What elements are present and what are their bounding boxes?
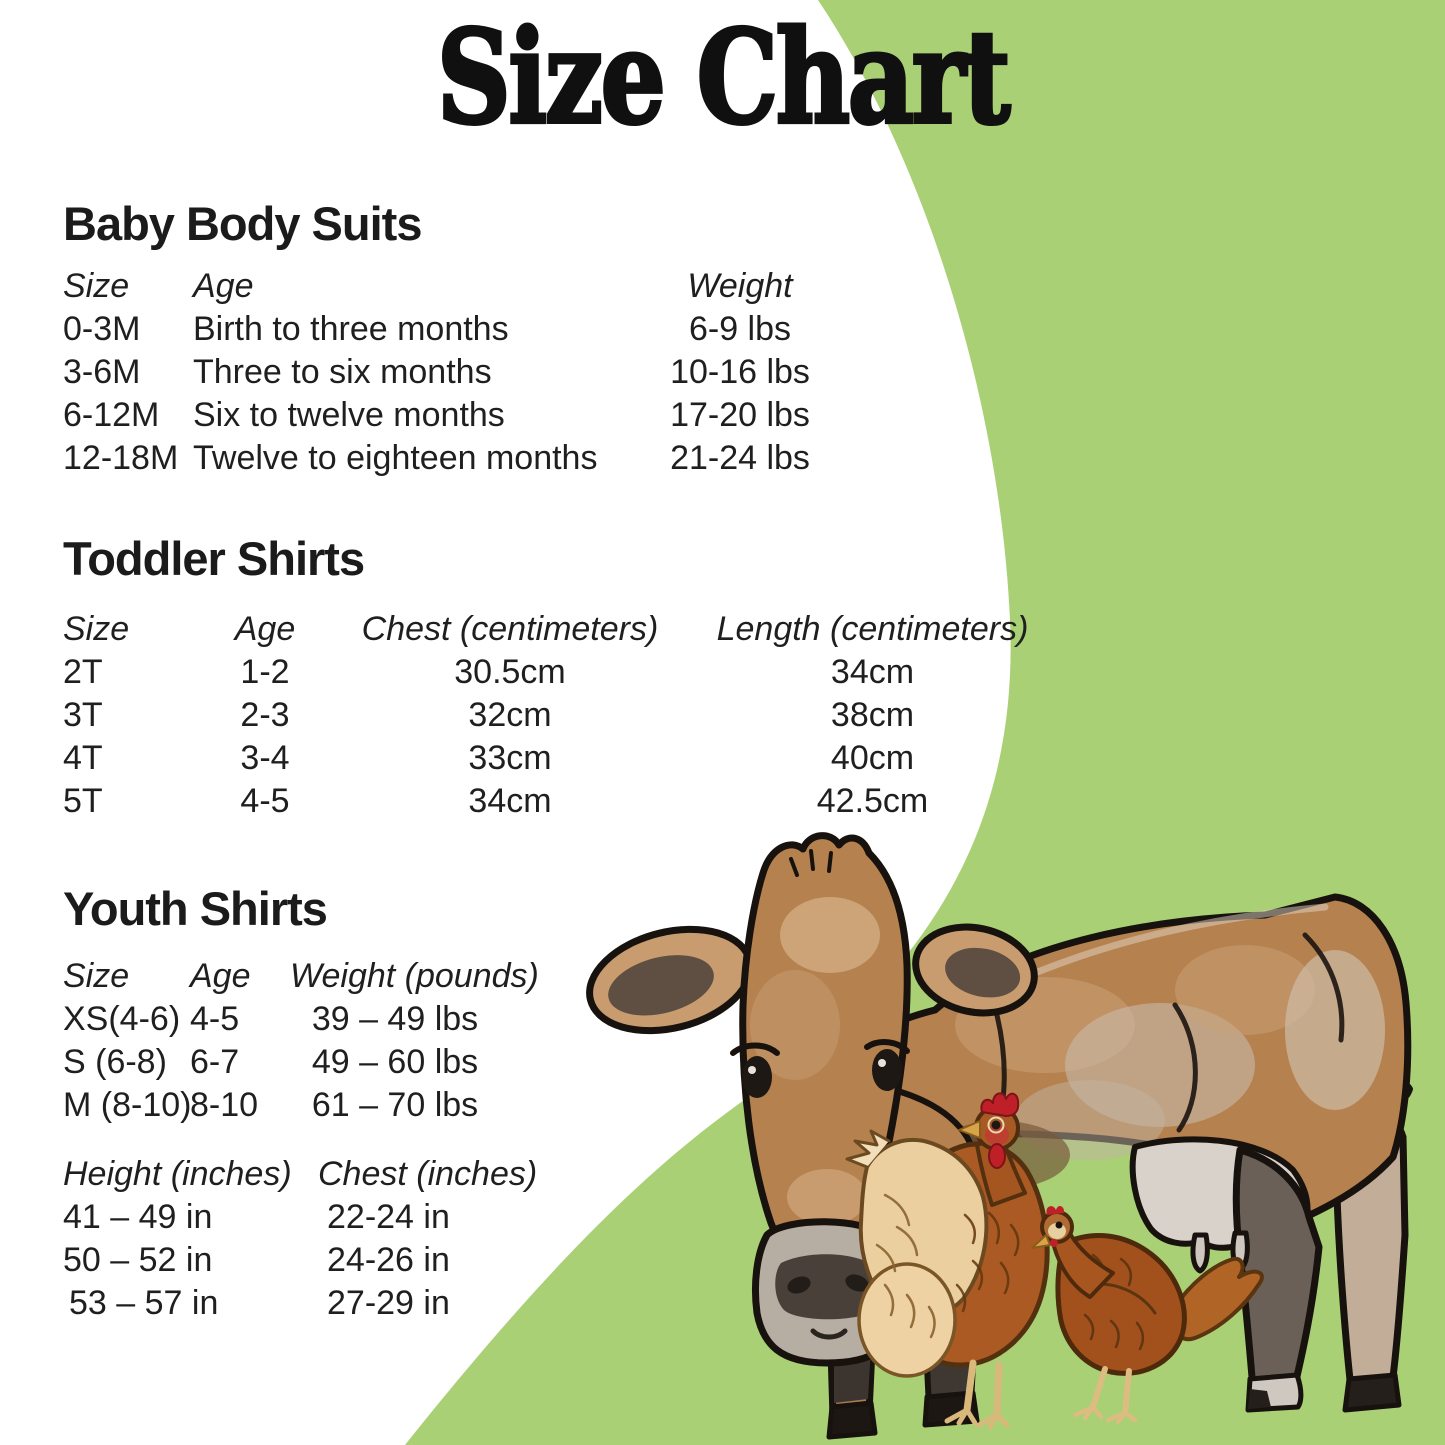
youth-size-table: Size Age Weight (pounds) XS(4-6) 4-5 39 … xyxy=(63,955,539,1127)
table-cell: 4-5 xyxy=(240,782,290,820)
table-cell: 1-2 xyxy=(240,653,290,691)
hen-large-legs xyxy=(963,1359,1003,1419)
hen-large-wattle xyxy=(988,1143,1006,1169)
table-cell: 2T xyxy=(63,653,103,691)
hen-pecking-eye xyxy=(1055,1221,1063,1229)
table-cell: 21-24 lbs xyxy=(670,439,810,477)
table-cell: 22-24 in xyxy=(327,1198,450,1236)
baby-section-heading: Baby Body Suits xyxy=(63,197,422,250)
table-cell: Twelve to eighteen months xyxy=(193,439,598,477)
table-cell: 12-18M xyxy=(63,439,179,477)
table-cell: 6-7 xyxy=(190,1043,240,1081)
toddler-section-heading: Toddler Shirts xyxy=(63,532,365,585)
cow-chickens-illustration xyxy=(586,832,1413,1440)
table-cell: 24-26 in xyxy=(327,1241,450,1279)
baby-col-size: Size xyxy=(63,267,130,305)
cow xyxy=(586,832,1413,1440)
table-cell: 33cm xyxy=(468,739,552,777)
hen-pecking-tail xyxy=(1171,1256,1264,1342)
table-cell: 17-20 lbs xyxy=(670,396,810,434)
hen-pecking-comb xyxy=(1046,1206,1065,1215)
table-cell: 32cm xyxy=(468,696,552,734)
table-cell: 49 – 60 lbs xyxy=(311,1043,479,1081)
table-cell: XS(4-6) xyxy=(63,1000,181,1038)
hen-pecking-neck xyxy=(1049,1228,1115,1299)
table-cell: 34cm xyxy=(830,653,915,691)
table-cell: 50 – 52 in xyxy=(63,1241,213,1279)
table-cell: 39 – 49 lbs xyxy=(311,1000,479,1038)
baby-col-weight: Weight xyxy=(687,267,793,305)
table-cell: 27-29 in xyxy=(327,1284,450,1322)
table-cell: 8-10 xyxy=(190,1086,259,1124)
hen-pecking-beak xyxy=(1031,1234,1051,1249)
table-cell: 42.5cm xyxy=(816,782,929,820)
youth-col-weight: Weight (pounds) xyxy=(290,957,539,995)
table-cell: M (8-10) xyxy=(63,1086,192,1124)
hen-large-comb xyxy=(980,1092,1020,1117)
hen-pecking-legs xyxy=(1090,1366,1132,1416)
table-cell: S (6-8) xyxy=(63,1043,167,1081)
table-cell: 4-5 xyxy=(190,1000,240,1038)
table-cell: 5T xyxy=(63,782,103,820)
youth-section-heading: Youth Shirts xyxy=(63,882,328,935)
table-cell: Birth to three months xyxy=(193,310,509,348)
youth-col-size: Size xyxy=(63,957,130,995)
hen-large-beak xyxy=(958,1120,981,1139)
table-cell: 6-12M xyxy=(63,396,160,434)
table-cell: 41 – 49 in xyxy=(63,1198,213,1236)
table-cell: 0-3M xyxy=(63,310,141,348)
table-cell: 3-4 xyxy=(240,739,290,777)
hen-pecking xyxy=(1031,1206,1264,1425)
table-cell: 38cm xyxy=(830,696,915,734)
table-cell: 34cm xyxy=(468,782,552,820)
table-cell: 4T xyxy=(63,739,103,777)
hen-large-breast xyxy=(857,1262,957,1378)
table-cell: 6-9 lbs xyxy=(688,310,792,348)
meas-col-height: Height (inches) xyxy=(63,1155,292,1193)
baby-size-table: Size Age Weight 0-3M Birth to three mont… xyxy=(63,265,850,480)
table-cell: 53 – 57 in xyxy=(69,1284,219,1322)
table-cell: 40cm xyxy=(830,739,915,777)
table-cell: 10-16 lbs xyxy=(670,353,810,391)
toddler-col-age: Age xyxy=(234,610,296,648)
toddler-col-length: Length (centimeters) xyxy=(716,610,1029,648)
table-cell: 2-3 xyxy=(240,696,290,734)
cow-eye-right xyxy=(872,1049,902,1091)
meas-col-chest: Chest (inches) xyxy=(318,1155,538,1193)
hen-large xyxy=(845,1092,1050,1430)
page-title: Size Chart xyxy=(435,3,1012,153)
table-cell: 3T xyxy=(63,696,103,734)
table-cell: 3-6M xyxy=(63,353,141,391)
cow-eye-left xyxy=(742,1056,772,1098)
table-cell: Three to six months xyxy=(193,353,492,391)
toddler-size-table: Size Age Chest (centimeters) Length (cen… xyxy=(63,608,1030,823)
table-cell: 61 – 70 lbs xyxy=(311,1086,479,1124)
table-cell: Six to twelve months xyxy=(193,396,505,434)
youth-col-age: Age xyxy=(190,957,251,995)
cow-nose xyxy=(775,1254,884,1320)
toddler-col-chest: Chest (centimeters) xyxy=(361,610,659,648)
toddler-col-size: Size xyxy=(63,610,130,648)
table-cell: 30.5cm xyxy=(454,653,566,691)
youth-measurements-table: Height (inches) Chest (inches) 41 – 49 i… xyxy=(63,1153,568,1325)
baby-col-age: Age xyxy=(193,267,254,305)
hen-large-eye xyxy=(991,1120,1001,1130)
